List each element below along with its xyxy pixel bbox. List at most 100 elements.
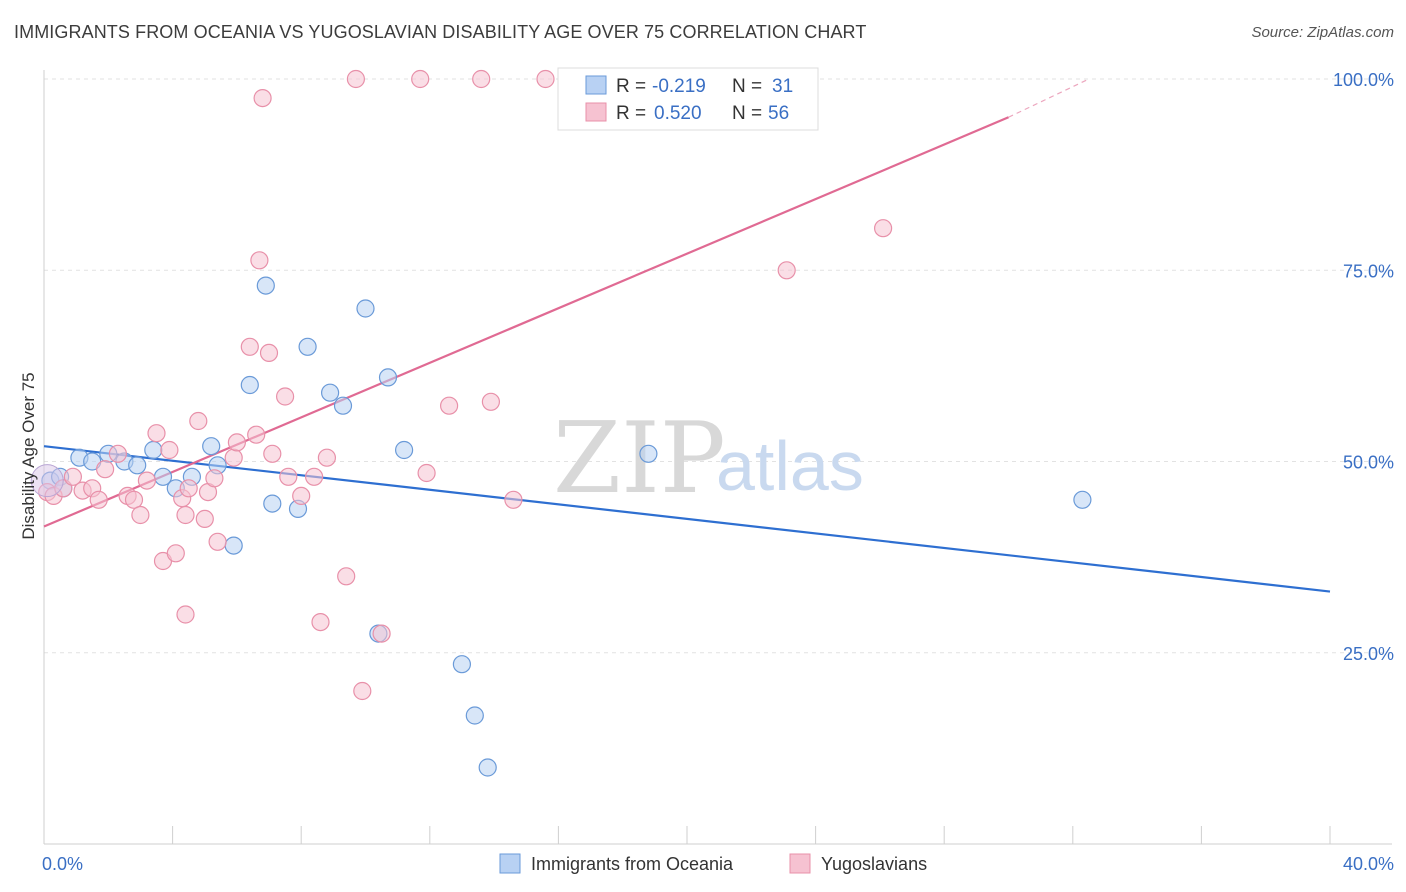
data-points: [30, 69, 1092, 777]
point-yugoslavians: [440, 396, 459, 415]
chart-source: Source: ZipAtlas.com: [1251, 24, 1394, 41]
legend-r-value-1: -0.219: [652, 76, 706, 97]
point-oceania: [128, 456, 147, 475]
point-oceania: [356, 299, 375, 318]
x-tick-label-max: 40.0%: [1343, 854, 1394, 874]
point-yugoslavians: [279, 467, 298, 486]
point-oceania: [452, 655, 471, 674]
point-yugoslavians: [481, 392, 500, 411]
point-yugoslavians: [176, 605, 195, 624]
legend-n-label-2: N =: [732, 103, 762, 124]
legend-swatch-yugoslavians: [585, 102, 607, 122]
point-oceania: [333, 396, 353, 415]
point-yugoslavians: [166, 544, 185, 563]
y-tick-label: 75.0%: [1343, 261, 1394, 281]
point-yugoslavians: [536, 69, 555, 89]
legend-n-value-1: 31: [772, 76, 793, 97]
point-oceania: [224, 536, 243, 555]
point-yugoslavians: [247, 425, 266, 444]
point-yugoslavians: [205, 469, 224, 488]
point-yugoslavians: [317, 448, 336, 467]
point-yugoslavians: [176, 505, 195, 525]
bottom-legend-swatch-yugoslavians: [789, 853, 811, 874]
x-tick-marks: [172, 826, 1331, 844]
point-oceania: [321, 383, 340, 402]
point-yugoslavians: [417, 463, 436, 483]
legend-r-value-2: 0.520: [654, 103, 702, 124]
point-yugoslavians: [227, 433, 246, 452]
gridlines: [44, 78, 1392, 654]
point-yugoslavians: [276, 387, 295, 406]
bottom-legend-swatch-oceania: [499, 853, 521, 874]
point-yugoslavians: [250, 251, 269, 270]
point-yugoslavians: [873, 219, 893, 238]
legend-n-value-2: 56: [768, 103, 789, 124]
y-tick-label: 100.0%: [1333, 70, 1394, 90]
point-yugoslavians: [240, 337, 259, 356]
point-oceania: [240, 375, 259, 395]
legend-r-label-1: R =: [616, 76, 646, 97]
point-oceania: [263, 494, 282, 513]
point-yugoslavians: [292, 486, 311, 505]
point-yugoslavians: [263, 444, 282, 463]
trend-lines: [43, 78, 1331, 593]
point-oceania: [465, 706, 484, 725]
bottom-legend: Immigrants from Oceania Yugoslavians: [499, 853, 927, 874]
point-yugoslavians: [208, 532, 227, 551]
trendline-oceania: [43, 445, 1331, 593]
point-yugoslavians: [253, 88, 272, 108]
point-yugoslavians: [472, 69, 491, 89]
legend-n-label-1: N =: [732, 76, 762, 97]
point-oceania: [478, 758, 497, 777]
trendline-extension-yugoslavians: [1008, 78, 1090, 118]
point-oceania: [202, 437, 221, 456]
point-yugoslavians: [224, 448, 243, 467]
bottom-legend-label-oceania: Immigrants from Oceania: [531, 854, 734, 874]
point-yugoslavians: [504, 490, 523, 509]
point-yugoslavians: [353, 681, 372, 701]
axes: [43, 70, 1392, 845]
bottom-legend-label-yugoslavians: Yugoslavians: [821, 854, 927, 874]
legend-swatch-oceania: [585, 75, 607, 95]
point-yugoslavians: [147, 424, 166, 443]
stats-legend: R = -0.219 N = 31 R = 0.520 N = 56: [557, 67, 819, 131]
point-yugoslavians: [89, 490, 108, 509]
point-oceania: [1073, 490, 1092, 509]
point-yugoslavians: [108, 444, 128, 463]
trendline-yugoslavians: [43, 116, 1009, 528]
y-tick-label: 25.0%: [1343, 644, 1394, 664]
y-tick-labels: 100.0% 75.0% 50.0% 25.0%: [1333, 70, 1394, 664]
point-yugoslavians: [259, 343, 279, 362]
point-oceania: [395, 440, 414, 460]
point-oceania: [298, 337, 317, 356]
point-yugoslavians: [372, 624, 391, 643]
point-yugoslavians: [160, 440, 179, 460]
watermark: ZIP atlas: [553, 402, 864, 516]
point-yugoslavians: [777, 261, 796, 280]
x-tick-label-min: 0.0%: [42, 854, 83, 874]
point-yugoslavians: [189, 411, 208, 431]
point-yugoslavians: [131, 505, 150, 525]
y-axis-title: Disability Age Over 75: [19, 372, 38, 539]
point-oceania: [256, 276, 275, 295]
point-yugoslavians: [63, 467, 83, 486]
point-yugoslavians: [337, 567, 356, 586]
point-yugoslavians: [124, 490, 144, 509]
point-yugoslavians: [179, 479, 198, 498]
watermark-zip: ZIP: [553, 402, 726, 516]
point-cluster-origin: [30, 464, 64, 498]
point-yugoslavians: [195, 509, 214, 529]
point-oceania: [144, 440, 163, 460]
legend-r-label-2: R =: [616, 103, 646, 124]
point-yugoslavians: [305, 467, 324, 486]
point-oceania: [639, 444, 658, 463]
point-yugoslavians: [311, 612, 330, 632]
point-yugoslavians: [411, 69, 430, 89]
chart-title: IMMIGRANTS FROM OCEANIA VS YUGOSLAVIAN D…: [14, 22, 867, 42]
point-yugoslavians: [95, 460, 115, 479]
point-yugoslavians: [137, 471, 156, 490]
point-yugoslavians: [346, 69, 365, 89]
y-tick-label: 50.0%: [1343, 453, 1394, 473]
point-oceania: [378, 368, 398, 387]
